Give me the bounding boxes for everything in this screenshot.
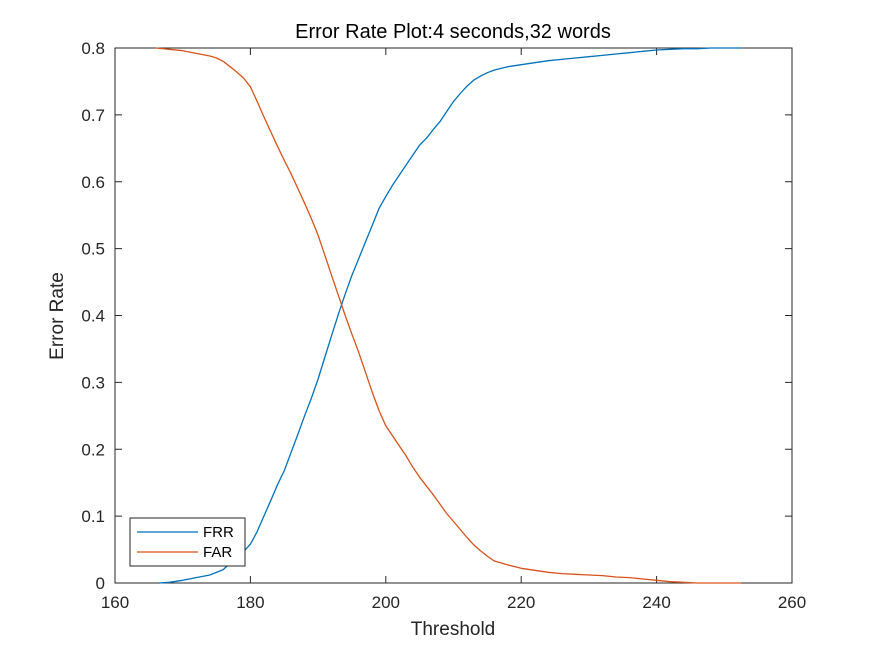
axes: 160 180 200 220 240 260 0 0.1 0.2 0.3 0.4 0.5 0.6 0.7… [81, 39, 806, 612]
x-tick-label: 200 [372, 593, 400, 612]
y-tick-label: 0.4 [81, 307, 105, 326]
legend: FRR FAR [129, 517, 246, 567]
legend-label-far: FAR [203, 544, 232, 561]
y-tick-label: 0.8 [81, 39, 105, 58]
y-tick-label: 0.6 [81, 173, 105, 192]
y-tick-label: 0.1 [81, 507, 105, 526]
series-line-frr [158, 47, 742, 584]
y-tick-label: 0.2 [81, 440, 105, 459]
x-tick-label: 180 [236, 593, 264, 612]
y-axis-label: Error Rate [47, 272, 68, 360]
x-axis-label: Threshold [411, 619, 496, 640]
x-tick-label: 260 [778, 593, 806, 612]
plot-frame [114, 47, 793, 584]
y-tick-label: 0.3 [81, 373, 105, 392]
y-tick-label: 0.5 [81, 240, 105, 259]
x-tick-label: 160 [101, 593, 129, 612]
x-tick-label: 220 [507, 593, 535, 612]
y-tick-label: 0 [96, 574, 105, 593]
y-tick-label: 0.7 [81, 106, 105, 125]
chart-title: Error Rate Plot:4 seconds,32 words [295, 21, 611, 43]
series-layer [155, 47, 742, 584]
series-line-far [155, 47, 742, 584]
legend-box [129, 517, 246, 567]
x-tick-label: 240 [642, 593, 670, 612]
legend-label-frr: FRR [203, 524, 234, 541]
